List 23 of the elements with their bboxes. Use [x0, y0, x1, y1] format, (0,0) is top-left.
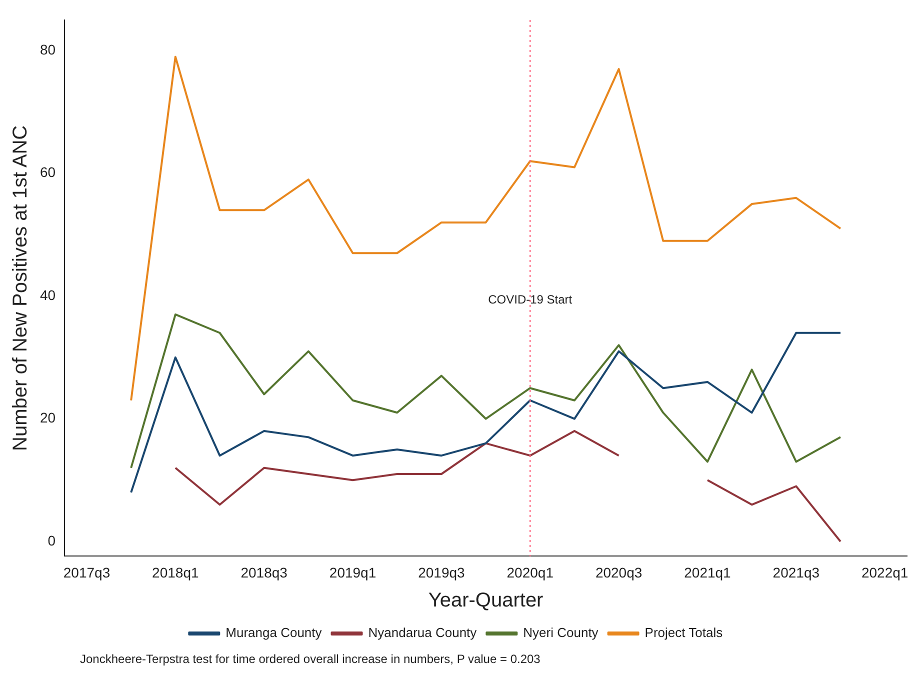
y-tick-label: 0: [48, 532, 56, 548]
y-tick-label: 80: [40, 42, 56, 58]
x-tick-label: 2021q1: [684, 564, 732, 580]
y-axis-title: Number of New Positives at 1st ANC: [10, 125, 32, 451]
x-tick-label: 2021q3: [772, 564, 820, 580]
legend-label: Project Totals: [644, 625, 724, 640]
y-tick-label: 20: [40, 410, 56, 426]
x-tick-label: 2022q1: [861, 564, 908, 580]
ref-line-label: COVID-19 Start: [488, 292, 573, 306]
x-tick-label: 2020q1: [506, 564, 554, 580]
y-tick-label: 60: [40, 164, 56, 180]
x-tick-label: 2020q3: [595, 564, 642, 580]
x-tick-label: 2018q3: [240, 564, 288, 580]
text: Jonckheere-Terpstra test for time ordered overall increase in numbers, P value = 0.203: [80, 652, 540, 666]
x-tick-label: 2018q1: [152, 564, 199, 580]
x-tick-label: 2019q3: [418, 564, 466, 580]
x-tick-label: 2019q1: [329, 564, 376, 580]
x-axis-title: Year-Quarter: [428, 590, 544, 612]
y-tick-label: 40: [40, 286, 56, 303]
x-tick-label: 2017q3: [63, 564, 110, 580]
legend-label: Muranga County: [226, 625, 322, 640]
legend-label: Nyeri County: [523, 625, 599, 640]
legend-label: Nyandarua County: [368, 625, 478, 640]
